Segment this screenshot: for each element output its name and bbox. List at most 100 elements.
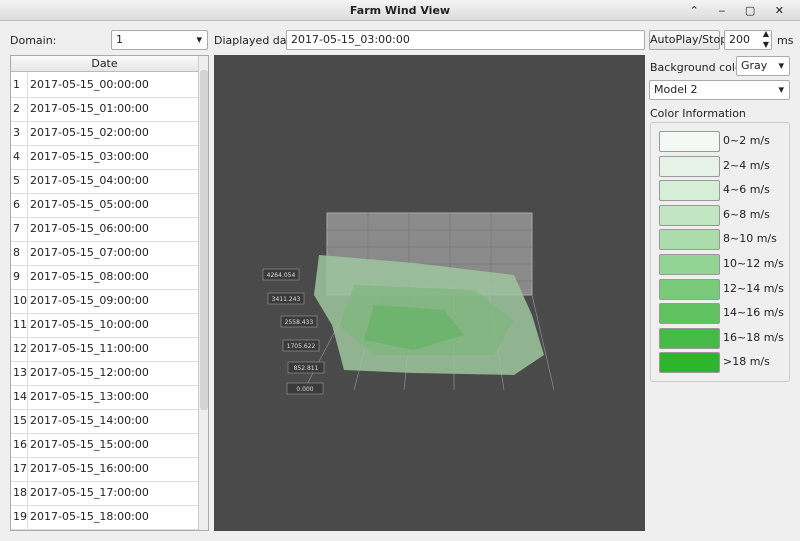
domain-label: Domain: — [10, 34, 57, 47]
row-date: 2017-05-15_11:00:00 — [27, 337, 149, 361]
table-row[interactable]: 13 2017-05-15_12:00:00 — [11, 361, 198, 386]
axis-label: 4264.054 — [267, 272, 296, 279]
row-date: 2017-05-15_15:00:00 — [27, 433, 149, 457]
row-number: 13 — [13, 366, 27, 379]
row-date: 2017-05-15_05:00:00 — [27, 193, 149, 217]
row-date: 2017-05-15_00:00:00 — [27, 73, 149, 97]
row-number: 1 — [13, 78, 20, 91]
date-value: 2017-05-15_03:00:00 — [291, 33, 410, 46]
row-date: 2017-05-15_04:00:00 — [27, 169, 149, 193]
table-row[interactable]: 3 2017-05-15_02:00:00 — [11, 121, 198, 146]
background-label: Background color: — [650, 61, 750, 74]
date-input[interactable]: 2017-05-15_03:00:00 — [286, 30, 645, 50]
legend-swatch — [659, 204, 720, 226]
table-row[interactable]: 1 2017-05-15_00:00:00 — [11, 73, 198, 98]
table-row[interactable]: 12 2017-05-15_11:00:00 — [11, 337, 198, 362]
table-row[interactable]: 8 2017-05-15_07:00:00 — [11, 241, 198, 266]
domain-combo[interactable]: 1 — [111, 30, 208, 50]
table-row[interactable]: 19 2017-05-15_18:00:00 — [11, 505, 198, 530]
axis-label: 0.000 — [296, 386, 313, 393]
legend-swatch — [659, 254, 720, 275]
axis-label: 852.811 — [294, 365, 319, 372]
row-number: 11 — [13, 318, 27, 331]
date-table: Date 1 2017-05-15_00:00:00 2 2017-05-15_01:… — [10, 55, 209, 531]
legend-title: Color Information — [650, 107, 746, 120]
table-row[interactable]: 11 2017-05-15_10:00:00 — [11, 313, 198, 338]
row-date: 2017-05-15_01:00:00 — [27, 97, 149, 121]
scrollbar[interactable] — [198, 56, 208, 530]
row-date: 2017-05-15_17:00:00 — [27, 481, 149, 505]
row-number: 2 — [13, 102, 20, 115]
axis-label: 2558.433 — [285, 319, 314, 326]
legend-swatch — [659, 278, 720, 300]
legend-label: 8~10 m/s — [723, 232, 777, 246]
wind-3d-view[interactable]: 4264.054 3411.243 2558.433 1705.622 852.811 0… — [214, 55, 645, 531]
table-row[interactable]: 6 2017-05-15_05:00:00 — [11, 193, 198, 218]
interval-unit: ms — [777, 34, 794, 47]
table-row[interactable]: 7 2017-05-15_06:00:00 — [11, 217, 198, 242]
row-date: 2017-05-15_14:00:00 — [27, 409, 149, 433]
row-number: 10 — [13, 294, 27, 307]
row-date: 2017-05-15_12:00:00 — [27, 361, 149, 385]
title-bar: Farm Wind View ⌃ ‒ ▢ ✕ — [0, 0, 800, 21]
row-date: 2017-05-15_09:00:00 — [27, 289, 149, 313]
row-date: 2017-05-15_16:00:00 — [27, 457, 149, 481]
background-combo[interactable]: Gray — [736, 56, 790, 76]
table-row[interactable]: 17 2017-05-15_16:00:00 — [11, 457, 198, 482]
table-header: Date — [11, 56, 198, 72]
axis-label: 1705.622 — [287, 343, 316, 350]
table-row[interactable]: 4 2017-05-15_03:00:00 — [11, 145, 198, 170]
table-row[interactable]: 16 2017-05-15_15:00:00 — [11, 433, 198, 458]
row-number: 12 — [13, 342, 27, 355]
autoplay-button[interactable]: AutoPlay/Stop — [649, 30, 727, 50]
legend-label: 12~14 m/s — [723, 281, 784, 295]
legend-swatch — [659, 155, 720, 177]
window-controls[interactable]: ⌃ ‒ ▢ ✕ — [689, 4, 792, 17]
table-row[interactable]: 14 2017-05-15_13:00:00 — [11, 385, 198, 410]
legend-swatch — [659, 131, 720, 152]
legend-label: 0~2 m/s — [723, 134, 770, 147]
background-value: Gray — [741, 59, 768, 72]
legend-swatch — [659, 327, 720, 349]
interval-spinbox[interactable]: 200 ▲ ▼ — [724, 29, 772, 50]
row-date: 2017-05-15_06:00:00 — [27, 217, 149, 241]
table-row[interactable]: 10 2017-05-15_09:00:00 — [11, 289, 198, 314]
row-date: 2017-05-15_18:00:00 — [27, 505, 149, 529]
window-title: Farm Wind View — [349, 4, 451, 17]
date-label: Diaplayed date: — [214, 34, 302, 47]
row-number: 7 — [13, 222, 20, 235]
interval-value: 200 — [729, 33, 750, 46]
row-date: 2017-05-15_02:00:00 — [27, 121, 149, 145]
row-number: 18 — [13, 486, 27, 499]
row-date: 2017-05-15_10:00:00 — [27, 313, 149, 337]
axis-label: 3411.243 — [272, 296, 301, 303]
table-row[interactable]: 15 2017-05-15_14:00:00 — [11, 409, 198, 434]
legend-swatch — [659, 303, 720, 325]
row-number: 5 — [13, 174, 20, 187]
row-number: 3 — [13, 126, 20, 139]
row-number: 9 — [13, 270, 20, 283]
domain-value: 1 — [116, 33, 123, 46]
legend-swatch — [659, 229, 720, 251]
legend-label: 4~6 m/s — [723, 183, 770, 197]
legend-label: 2~4 m/s — [723, 158, 770, 172]
legend-label: 14~16 m/s — [723, 306, 784, 320]
row-date: 2017-05-15_03:00:00 — [27, 145, 149, 169]
row-date: 2017-05-15_13:00:00 — [27, 385, 149, 409]
model-value: Model 2 — [654, 83, 698, 96]
legend-swatch — [659, 352, 720, 374]
color-legend: 0~2 m/s 2~4 m/s 4~6 m/s 6~8 m/s 8~10 m/s 10~1… — [650, 122, 790, 382]
legend-label: >18 m/s — [723, 355, 770, 369]
row-number: 6 — [13, 198, 20, 211]
legend-label: 6~8 m/s — [723, 207, 770, 221]
table-row[interactable]: 5 2017-05-15_04:00:00 — [11, 169, 198, 194]
table-row[interactable]: 9 2017-05-15_08:00:00 — [11, 265, 198, 290]
row-number: 8 — [13, 246, 20, 259]
row-number: 4 — [13, 150, 20, 163]
row-number: 16 — [13, 438, 27, 451]
legend-label: 10~12 m/s — [723, 257, 784, 270]
model-combo[interactable]: Model 2 — [649, 80, 790, 100]
table-row[interactable]: 2 2017-05-15_01:00:00 — [11, 97, 198, 122]
table-row[interactable]: 18 2017-05-15_17:00:00 — [11, 481, 198, 506]
